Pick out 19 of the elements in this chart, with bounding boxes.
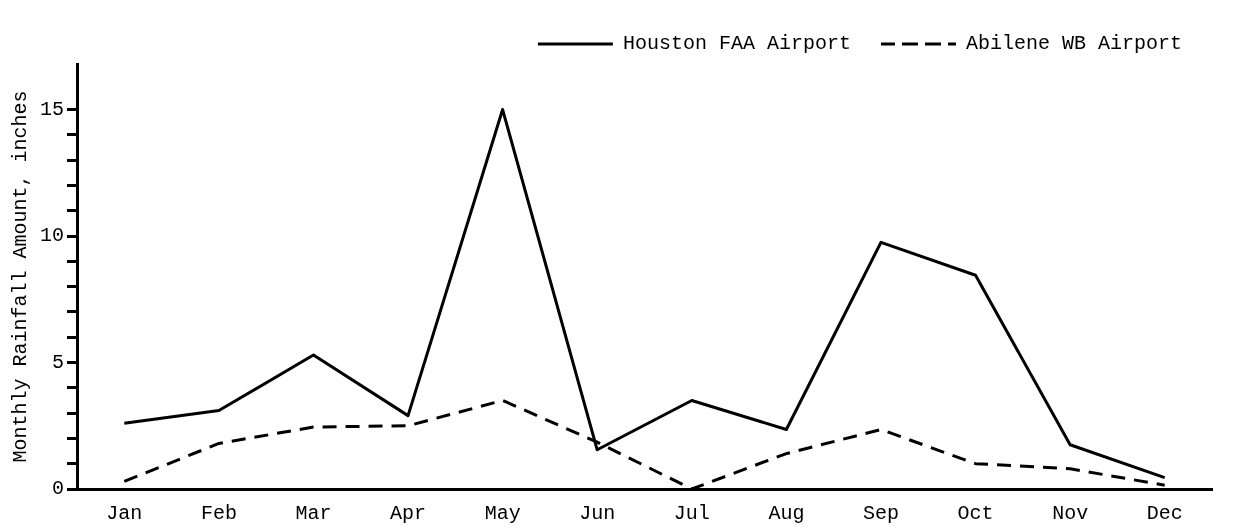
- x-tick-label: Aug: [768, 502, 805, 526]
- x-tick-label: Jun: [579, 502, 616, 526]
- x-tick-label: Dec: [1146, 502, 1183, 526]
- x-tick-label: Oct: [957, 502, 994, 526]
- x-tick-label: Mar: [295, 502, 332, 526]
- y-tick-label: 0: [51, 477, 64, 501]
- y-tick-label: 15: [39, 97, 64, 121]
- x-tick-label: Apr: [390, 502, 427, 526]
- x-tick-label: Jul: [673, 502, 710, 526]
- x-tick-label: Jan: [106, 502, 143, 526]
- legend-label: Abilene WB Airport: [965, 32, 1183, 56]
- x-tick-label: May: [484, 502, 521, 526]
- y-tick-label: 10: [39, 224, 64, 248]
- x-tick-label: Nov: [1052, 502, 1089, 526]
- y-axis-title: Monthly Rainfall Amount, inches: [9, 90, 33, 463]
- y-tick-label: 5: [51, 350, 64, 374]
- x-tick-label: Feb: [200, 502, 237, 526]
- legend-label: Houston FAA Airport: [622, 32, 851, 56]
- x-tick-label: Sep: [862, 502, 899, 526]
